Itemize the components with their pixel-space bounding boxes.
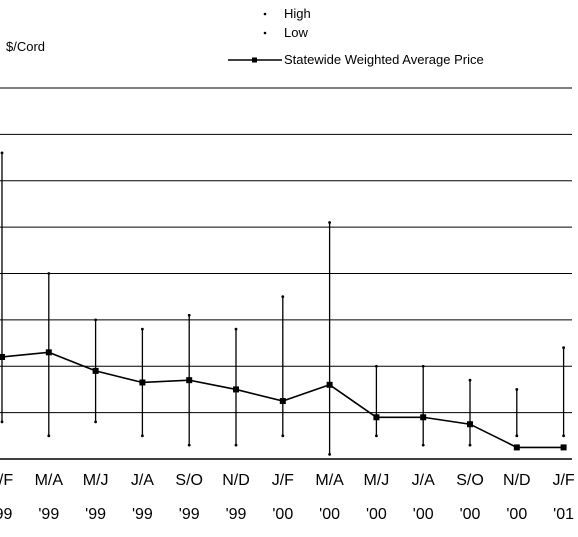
low-point bbox=[234, 443, 238, 447]
high-point bbox=[562, 346, 565, 350]
average-price-point bbox=[420, 414, 427, 421]
legend: High Low Statewide Weighted Average Pric… bbox=[228, 6, 484, 67]
legend-low-marker bbox=[263, 31, 267, 35]
average-price-point bbox=[233, 386, 239, 393]
x-tick-label-year: '01 bbox=[553, 506, 574, 523]
average-price-point bbox=[279, 398, 286, 405]
x-tick-label-period: M/A bbox=[35, 472, 64, 489]
average-price-point bbox=[92, 367, 99, 374]
x-tick-label-period: N/D bbox=[503, 472, 531, 489]
low-point bbox=[281, 434, 285, 438]
high-point bbox=[328, 221, 331, 224]
legend-high-label: High bbox=[284, 6, 311, 21]
x-tick-label-year: '00 bbox=[506, 506, 527, 523]
x-tick-label-year: '00 bbox=[272, 506, 293, 523]
x-tick-label-year: '00 bbox=[460, 506, 481, 523]
x-tick-label-period: S/O bbox=[175, 472, 203, 489]
legend-high-marker bbox=[263, 12, 267, 16]
average-price-point bbox=[373, 414, 380, 421]
high-point bbox=[515, 388, 519, 391]
low-point bbox=[94, 420, 97, 424]
legend-average-label: Statewide Weighted Average Price bbox=[284, 52, 484, 67]
legend-average-marker bbox=[252, 57, 257, 63]
average-price-point bbox=[513, 444, 520, 451]
x-tick-labels: J/F '99 M/A '99 M/J '99 J/A '99 S/O '99 N/D '99 J/F '… bbox=[0, 472, 575, 523]
x-tick-label-year: '99 bbox=[179, 506, 200, 523]
low-point bbox=[515, 434, 519, 438]
low-point bbox=[47, 434, 51, 438]
high-point bbox=[0, 151, 4, 155]
low-point bbox=[328, 452, 331, 456]
low-point bbox=[0, 420, 4, 424]
high-point bbox=[47, 272, 51, 275]
average-price-point bbox=[467, 421, 473, 428]
high-point bbox=[141, 327, 144, 331]
average-price-point bbox=[560, 444, 567, 451]
x-tick-label-period: J/F bbox=[272, 472, 294, 489]
x-tick-label-period: J/A bbox=[131, 472, 154, 489]
average-price-point bbox=[186, 377, 193, 384]
x-tick-label-year: '00 bbox=[413, 506, 434, 523]
low-point bbox=[562, 434, 565, 438]
average-price-point bbox=[0, 353, 5, 360]
x-tick-label-year: '99 bbox=[132, 506, 153, 523]
high-low-ranges bbox=[0, 151, 565, 456]
y-axis-label: $/Cord bbox=[6, 39, 45, 54]
gridlines bbox=[0, 87, 572, 414]
low-point bbox=[421, 443, 425, 447]
x-tick-label-period: S/O bbox=[456, 472, 484, 489]
average-price-point bbox=[45, 349, 52, 356]
average-series bbox=[0, 349, 567, 451]
high-point bbox=[281, 295, 285, 299]
low-point bbox=[375, 434, 378, 438]
x-tick-label-year: '99 bbox=[226, 506, 247, 523]
high-point bbox=[375, 364, 378, 368]
x-tick-label-year: '99 bbox=[85, 506, 106, 523]
low-point bbox=[141, 434, 144, 438]
legend-low-label: Low bbox=[284, 25, 308, 40]
high-point bbox=[94, 318, 97, 322]
high-point bbox=[187, 313, 191, 317]
low-point bbox=[187, 443, 191, 447]
x-tick-label-year: '99 bbox=[0, 506, 13, 523]
high-point bbox=[234, 327, 238, 331]
high-point bbox=[468, 378, 472, 382]
x-tick-label-year: '00 bbox=[366, 506, 387, 523]
x-tick-label-period: M/A bbox=[315, 472, 344, 489]
x-tick-label-year: '99 bbox=[38, 506, 59, 523]
x-tick-label-period: M/J bbox=[364, 472, 390, 489]
x-tick-label-period: J/F bbox=[0, 472, 13, 489]
x-tick-label-period: J/A bbox=[412, 472, 435, 489]
x-tick-label-period: N/D bbox=[222, 472, 250, 489]
average-price-point bbox=[139, 379, 146, 386]
low-point bbox=[468, 443, 472, 447]
x-tick-label-year: '00 bbox=[319, 506, 340, 523]
x-tick-label-period: M/J bbox=[83, 472, 109, 489]
x-tick-label-period: J/F bbox=[552, 472, 574, 489]
high-point bbox=[421, 364, 425, 368]
average-price-point bbox=[326, 381, 333, 388]
